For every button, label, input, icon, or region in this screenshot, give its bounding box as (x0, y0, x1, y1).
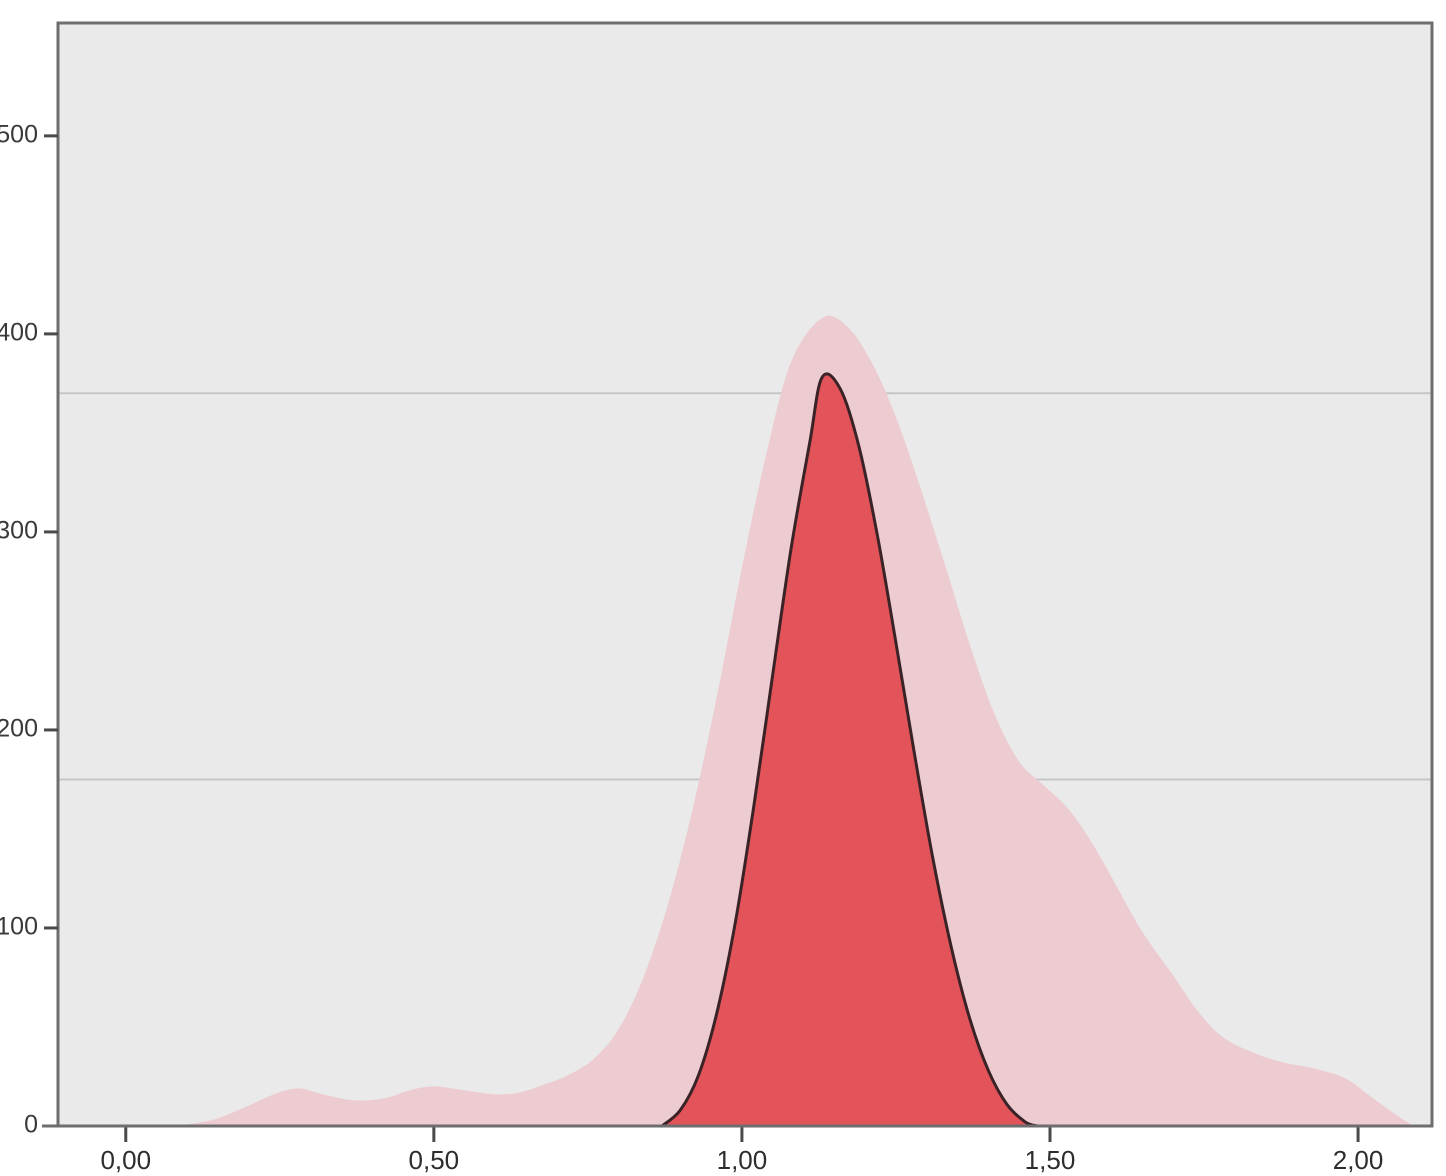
y-tick-label: 200 (0, 715, 38, 743)
y-tick-label: 300 (0, 517, 38, 545)
x-tick-label: 0,50 (409, 1145, 460, 1175)
x-tick-label: 1,00 (717, 1145, 768, 1175)
y-axis: 0 100 200 300 400 500 (0, 120, 58, 1139)
series-outline-dark-distribution (660, 372, 1040, 1128)
x-tick-label: 2,00 (1333, 1145, 1384, 1175)
series-area-dark-distribution (661, 373, 1038, 1126)
x-tick-label: 1,50 (1025, 1145, 1076, 1175)
series-areas (175, 315, 1414, 1128)
y-tick-label: 100 (0, 913, 38, 941)
y-tick-label: 500 (0, 120, 38, 148)
y-tick-label: 0 (24, 1111, 38, 1139)
y-tick-label: 400 (0, 319, 38, 347)
x-tick-label: 0,00 (100, 1145, 151, 1175)
x-axis: 0,00 0,50 1,00 1,50 2,00 (42, 1124, 1432, 1175)
